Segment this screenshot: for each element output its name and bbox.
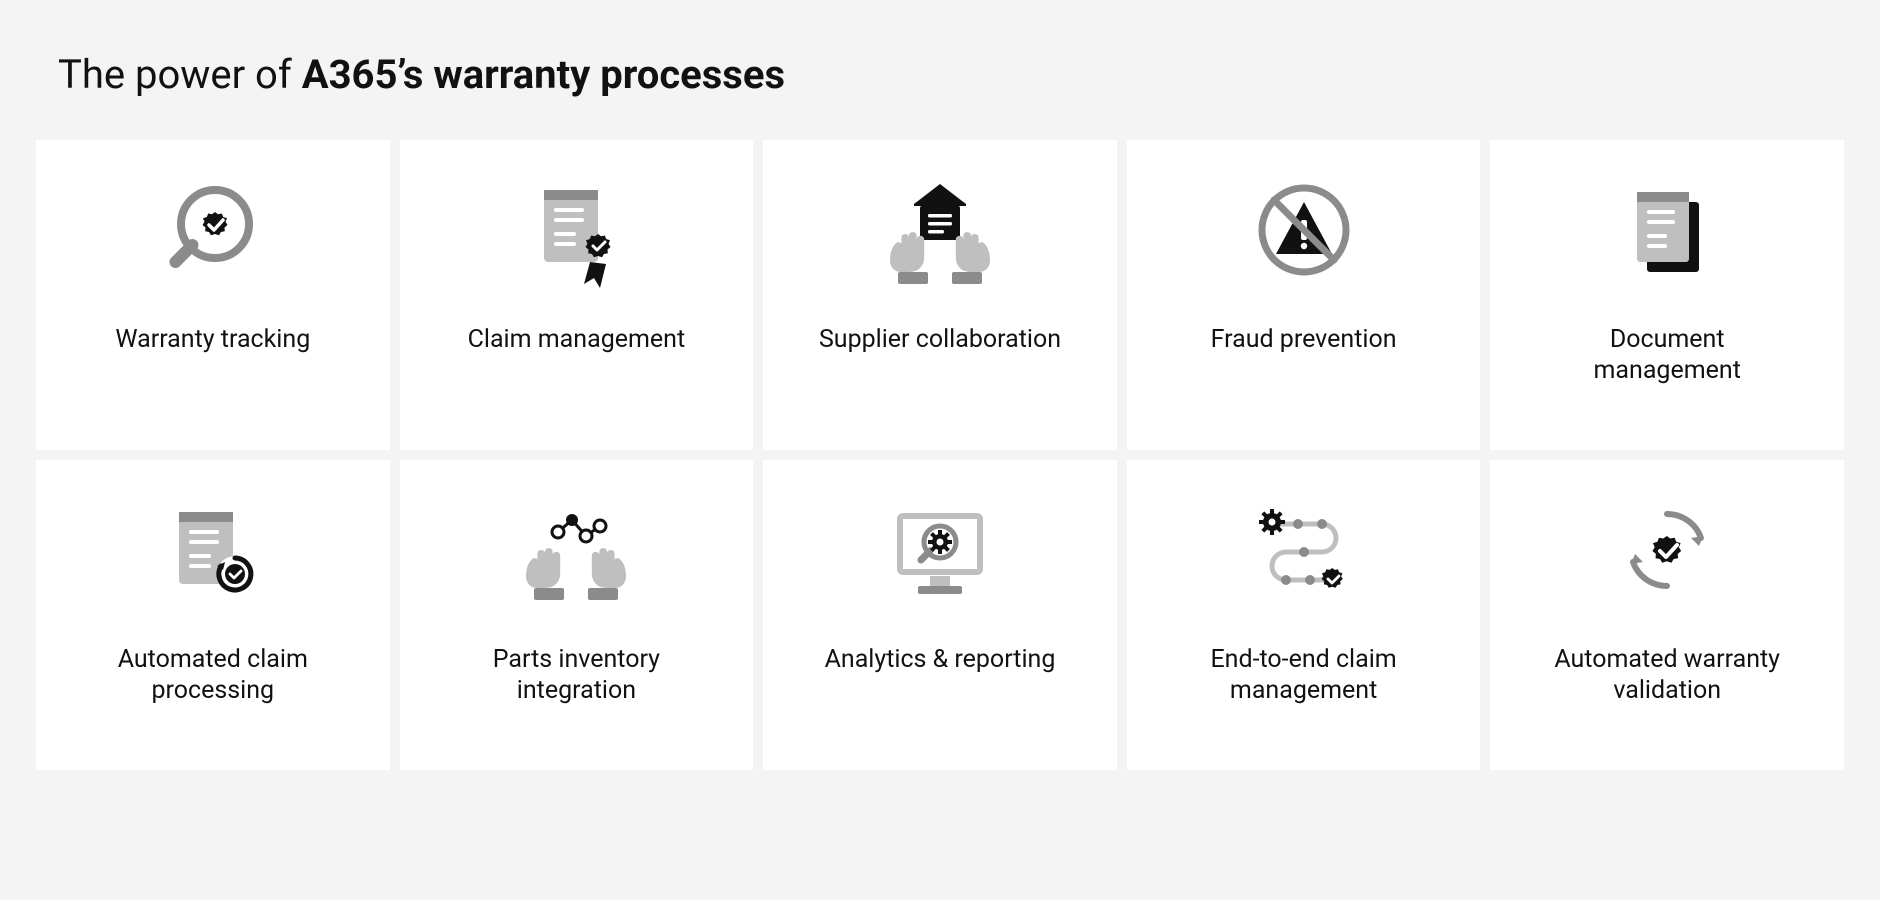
card-parts-inventory-integration: Parts inventory integration <box>400 460 754 770</box>
document-refresh-icon <box>153 496 273 616</box>
card-document-management: Document management <box>1490 140 1844 450</box>
card-label: Automated claim processing <box>83 644 343 707</box>
magnifier-badge-icon <box>153 176 273 296</box>
cycle-badge-icon <box>1607 496 1727 616</box>
card-label: End-to-end claim management <box>1174 644 1434 707</box>
hands-box-icon <box>880 176 1000 296</box>
heading-bold: A365’s warranty processes <box>302 51 785 98</box>
card-label: Automated warranty validation <box>1537 644 1797 707</box>
no-warning-icon <box>1244 176 1364 296</box>
card-label: Warranty tracking <box>115 324 310 355</box>
feature-grid: Warranty tracking Claim management <box>36 140 1844 770</box>
monitor-magnify-icon <box>880 496 1000 616</box>
page-heading: The power of A365’s warranty processes <box>58 50 1844 100</box>
card-fraud-prevention: Fraud prevention <box>1127 140 1481 450</box>
hands-nodes-icon <box>516 496 636 616</box>
card-label: Parts inventory integration <box>446 644 706 707</box>
heading-prefix: The power of <box>58 51 302 98</box>
card-analytics-reporting: Analytics & reporting <box>763 460 1117 770</box>
card-label: Analytics & reporting <box>825 644 1056 675</box>
card-label: Document management <box>1537 324 1797 387</box>
card-warranty-tracking: Warranty tracking <box>36 140 390 450</box>
card-label: Claim management <box>468 324 686 355</box>
card-supplier-collaboration: Supplier collaboration <box>763 140 1117 450</box>
card-automated-warranty-validation: Automated warranty validation <box>1490 460 1844 770</box>
workflow-icon <box>1244 496 1364 616</box>
card-end-to-end-claim-management: End-to-end claim management <box>1127 460 1481 770</box>
card-automated-claim-processing: Automated claim processing <box>36 460 390 770</box>
card-claim-management: Claim management <box>400 140 754 450</box>
card-label: Fraud prevention <box>1211 324 1397 355</box>
document-ribbon-icon <box>516 176 636 296</box>
document-stack-icon <box>1607 176 1727 296</box>
card-label: Supplier collaboration <box>819 324 1061 355</box>
